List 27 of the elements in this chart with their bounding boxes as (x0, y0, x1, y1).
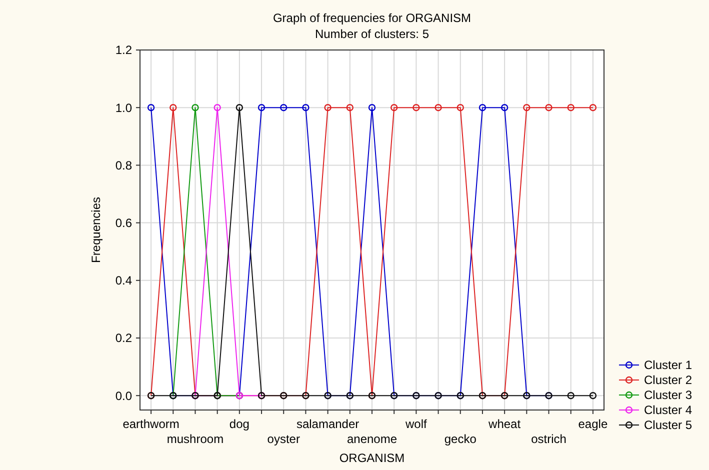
x-tick-label: wheat (488, 417, 522, 431)
y-tick-label: 1.2 (115, 43, 132, 58)
legend-label: Cluster 1 (644, 358, 692, 372)
x-tick-label: gecko (444, 432, 477, 446)
y-tick-label: 0.8 (115, 158, 132, 172)
legend-label: Cluster 3 (644, 388, 692, 402)
y-tick-label: 0.0 (115, 388, 132, 403)
legend-label: Cluster 5 (644, 418, 692, 432)
y-tick-label: 0.2 (115, 331, 132, 346)
chart-subtitle: Number of clusters: 5 (314, 27, 430, 41)
x-tick-label: dog (229, 417, 250, 431)
x-tick-label: ostrich (531, 432, 566, 446)
y-tick-label: 0.4 (115, 274, 132, 288)
x-tick-label: earthworm (122, 417, 180, 431)
x-tick-label: eagle (578, 417, 608, 431)
legend-label: Cluster 2 (644, 373, 692, 388)
x-axis-title: ORGANISM (339, 451, 405, 465)
chart-title: Graph of frequencies for ORGANISM (272, 11, 472, 25)
x-tick-label: anenome (346, 432, 398, 446)
y-axis-title: Frequencies (89, 196, 103, 264)
x-tick-label: wolf (404, 417, 428, 431)
x-tick-label: mushroom (166, 432, 224, 446)
x-tick-label: salamander (296, 417, 360, 431)
y-tick-label: 0.6 (115, 216, 132, 230)
x-tick-label: oyster (267, 432, 300, 446)
legend-label: Cluster 4 (644, 403, 692, 418)
y-tick-label: 1.0 (115, 100, 132, 115)
